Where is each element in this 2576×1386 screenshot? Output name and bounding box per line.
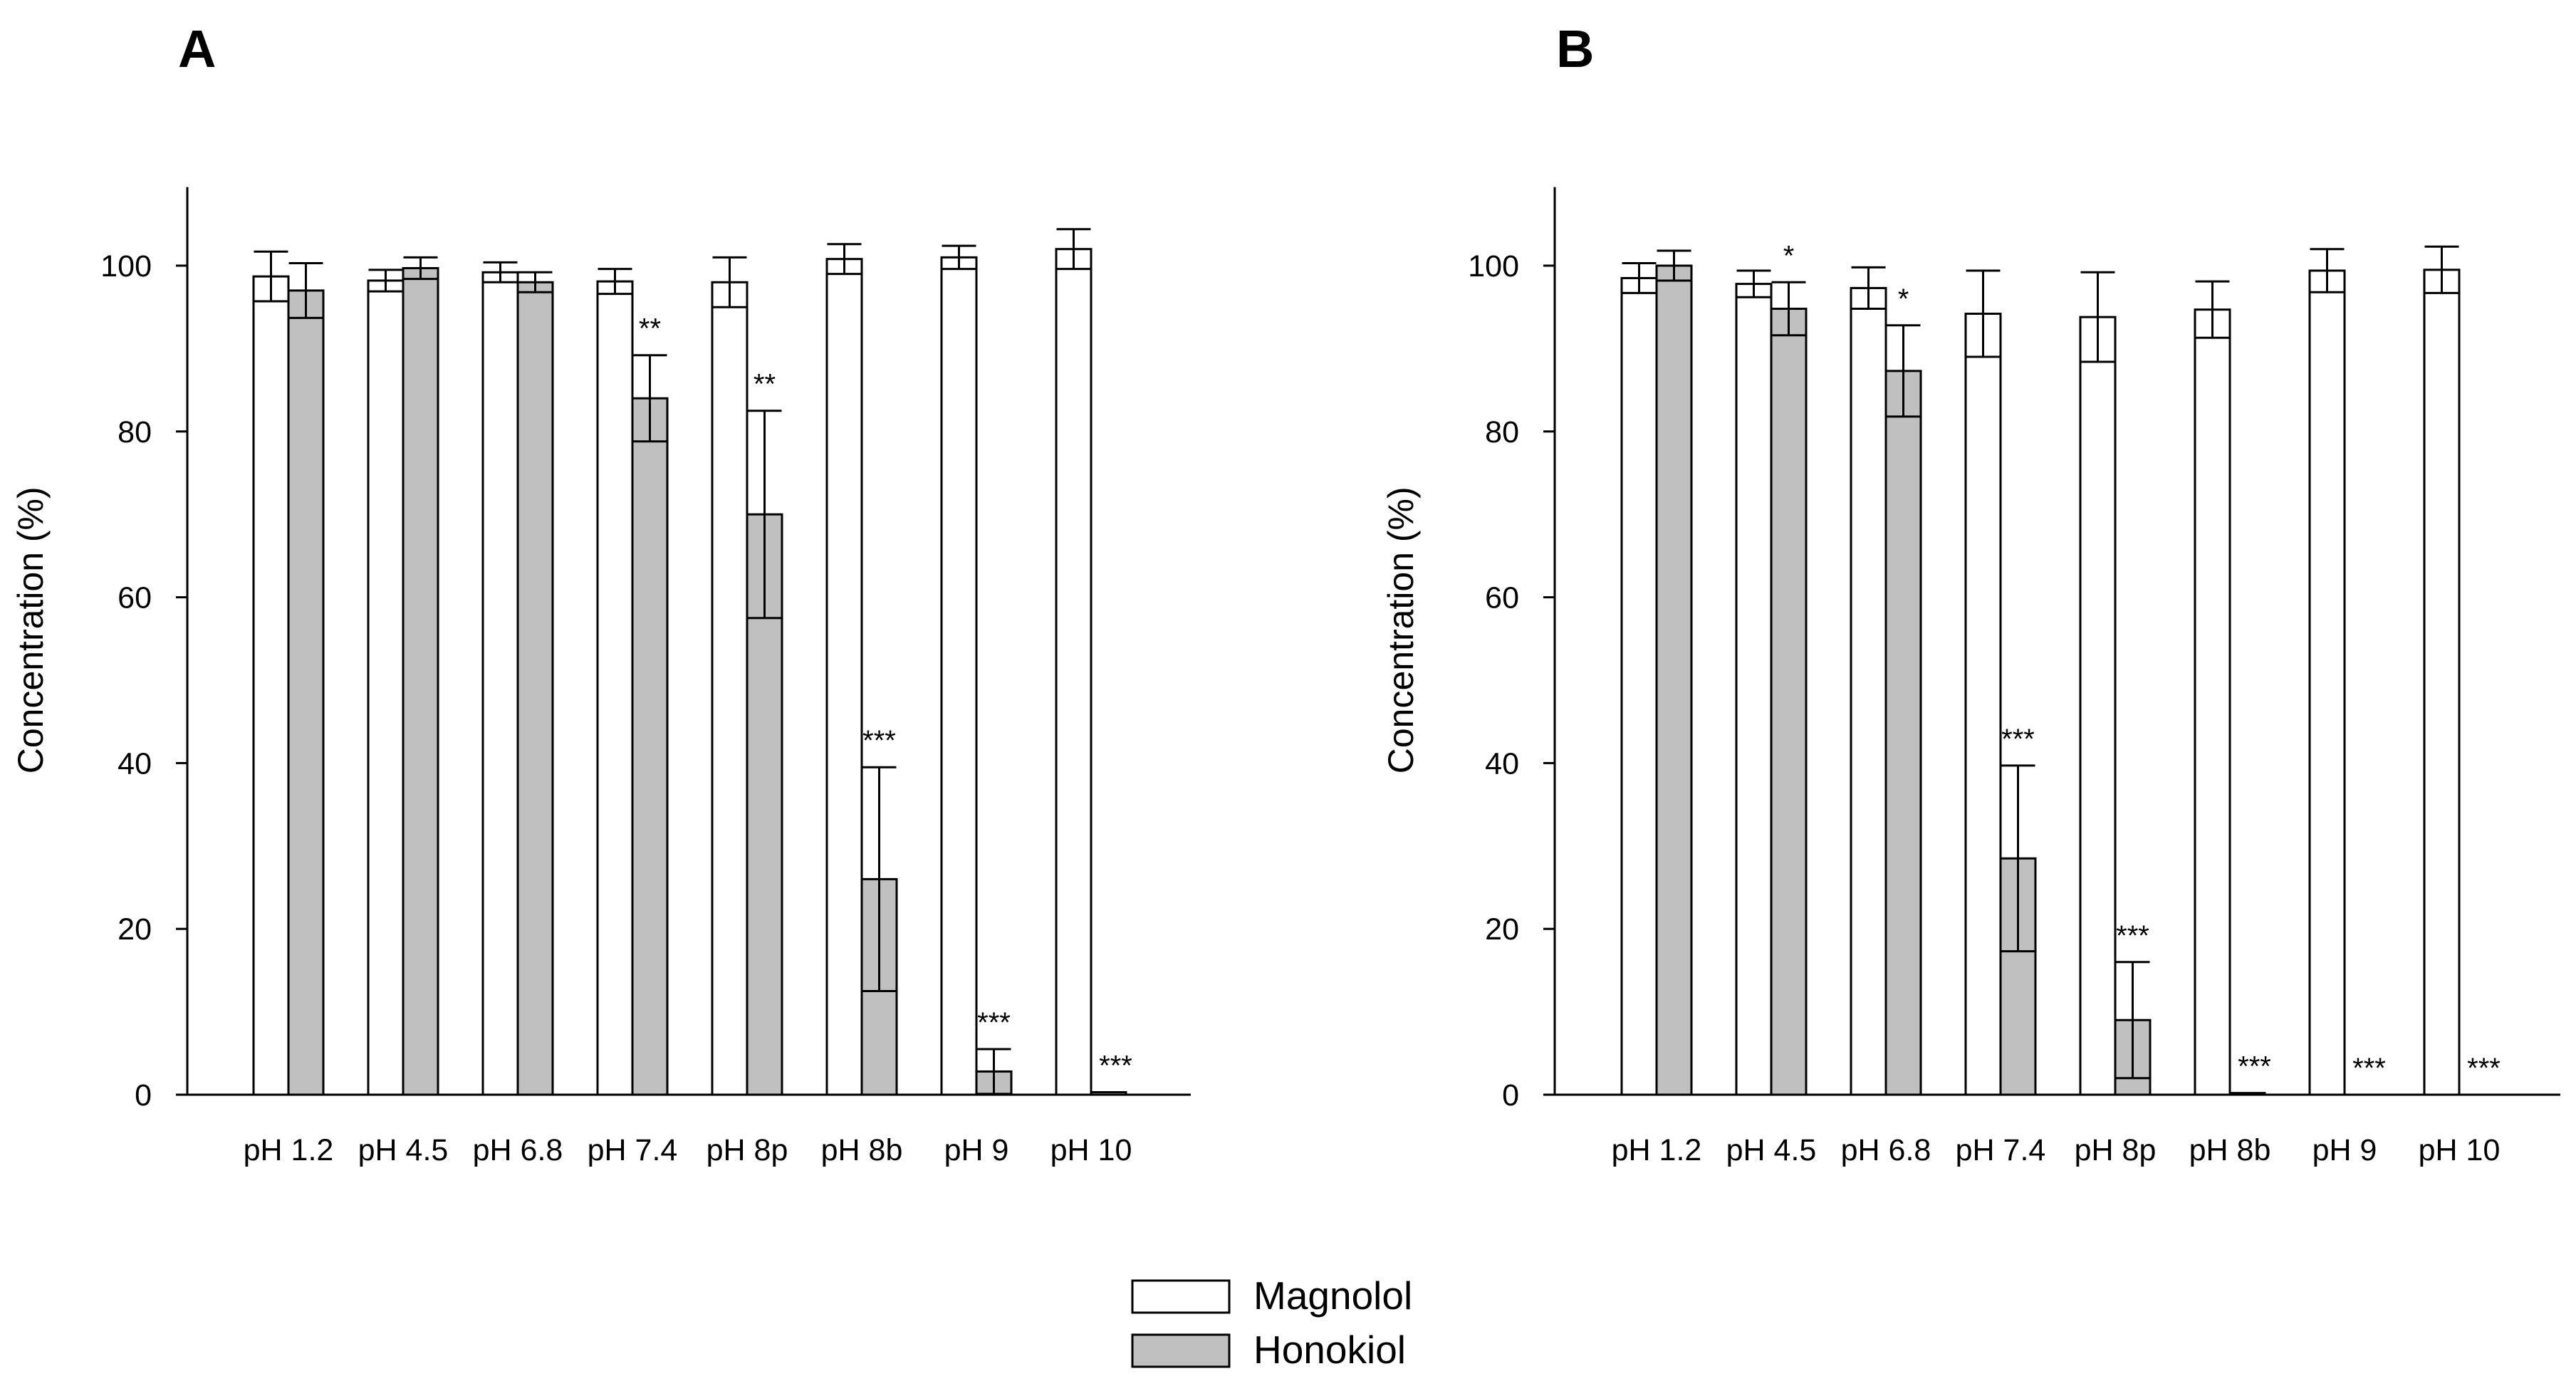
- legend: Magnolol Honokiol: [1131, 1273, 1412, 1372]
- panel-b-bar-honokiol-2: [1884, 370, 1922, 1096]
- panel-b-bar-magnolol-4: [2079, 316, 2117, 1096]
- panel-b-bar-magnolol-7: [2423, 269, 2461, 1096]
- legend-swatch-honokiol: [1131, 1333, 1231, 1368]
- panel-b-bar-honokiol-1: [1770, 308, 1808, 1096]
- panel-b-significance-honokiol-7: ***: [2467, 1053, 2501, 1084]
- panel-a-bar-honokiol-0: [287, 289, 325, 1096]
- panel-b-significance-honokiol-6: ***: [2352, 1053, 2386, 1084]
- panel-b-x-tick-label-7: pH 10: [2419, 1133, 2501, 1167]
- panel-a-bar-magnolol-7: [1055, 248, 1093, 1096]
- panel-b-bar-magnolol-1: [1735, 283, 1773, 1096]
- panel-a-x-tick-label-6: pH 9: [944, 1133, 1009, 1167]
- panel-a-bar-magnolol-6: [940, 256, 978, 1096]
- panel-b-y-tick-label-80: 80: [1485, 415, 1519, 449]
- panel-a-bar-magnolol-3: [596, 280, 634, 1096]
- panel-a-y-tick-label-20: 20: [118, 912, 152, 947]
- panel-b-significance-honokiol-1: *: [1783, 240, 1795, 271]
- panel-a-label: A: [178, 19, 216, 78]
- panel-a-significance-honokiol-7: ***: [1099, 1051, 1132, 1082]
- panel-a-bar-magnolol-2: [481, 271, 519, 1096]
- panel-b-x-tick-label-6: pH 9: [2312, 1133, 2377, 1167]
- panel-a-bar-magnolol-1: [367, 279, 405, 1096]
- panel-a-x-tick-label-7: pH 10: [1050, 1133, 1132, 1167]
- panel-a-y-tick-label-60: 60: [118, 581, 152, 615]
- panel-a-x-tick-label-5: pH 8b: [821, 1133, 903, 1167]
- panel-b-label: B: [1556, 19, 1594, 78]
- panel-b-bar-magnolol-5: [2194, 308, 2231, 1096]
- panel-b-y-axis-title: Concentration (%): [1381, 486, 1421, 773]
- panel-a-significance-honokiol-6: ***: [977, 1007, 1011, 1038]
- panel-a-bar-magnolol-0: [252, 275, 290, 1096]
- legend-label-magnolol: Magnolol: [1253, 1273, 1412, 1318]
- panel-a-y-tick-label-40: 40: [118, 746, 152, 781]
- panel-b-bar-honokiol-0: [1655, 264, 1693, 1096]
- panel-a-x-tick-label-3: pH 7.4: [588, 1133, 678, 1167]
- panel-a: A 0 20 40 60 80 100 Concentration (%) pH 1.2 pH …: [11, 19, 1191, 1167]
- panel-a-bar-honokiol-2: [516, 281, 554, 1096]
- panel-a-x-tick-label-0: pH 1.2: [244, 1133, 334, 1167]
- panel-a-bar-magnolol-4: [711, 281, 749, 1096]
- panel-a-x-tick-label-4: pH 8p: [706, 1133, 788, 1167]
- panel-a-significance-honokiol-3: **: [639, 313, 661, 345]
- panel-b-y-tick-label-0: 0: [1502, 1078, 1519, 1113]
- panel-b-bar-honokiol-5: [2228, 1092, 2266, 1096]
- panel-b-significance-honokiol-2: *: [1898, 283, 1909, 315]
- panel-b-x-tick-label-2: pH 6.8: [1841, 1133, 1931, 1167]
- panel-a-bar-magnolol-5: [825, 258, 863, 1096]
- panel-a-significance-honokiol-5: ***: [862, 725, 896, 756]
- panel-b-bar-magnolol-0: [1620, 276, 1658, 1096]
- panel-b: B 0 20 40 60 80 100 Concentration (%) pH 1.2 * pH…: [1381, 19, 2560, 1167]
- panel-a-bar-honokiol-7: [1090, 1091, 1127, 1096]
- panel-a-y-tick-label-0: 0: [135, 1078, 152, 1113]
- panel-b-bar-magnolol-3: [1964, 313, 2002, 1096]
- panel-a-y-tick-label-80: 80: [118, 415, 152, 449]
- legend-label-honokiol: Honokiol: [1253, 1328, 1406, 1372]
- panel-b-x-tick-label-1: pH 4.5: [1726, 1133, 1817, 1167]
- panel-a-y-tick-label-100: 100: [100, 249, 152, 283]
- panel-b-x-tick-label-4: pH 8p: [2075, 1133, 2157, 1167]
- panel-b-y-tick-label-20: 20: [1485, 912, 1519, 947]
- panel-b-bar-magnolol-2: [1850, 286, 1887, 1096]
- panel-b-x-tick-label-3: pH 7.4: [1956, 1133, 2046, 1167]
- panel-a-x-tick-label-2: pH 6.8: [473, 1133, 563, 1167]
- panel-a-significance-honokiol-4: **: [753, 369, 776, 400]
- panel-b-significance-honokiol-4: ***: [2116, 920, 2149, 952]
- panel-b-y-tick-label-40: 40: [1485, 746, 1519, 781]
- panel-b-bar-magnolol-6: [2308, 269, 2346, 1096]
- panel-b-significance-honokiol-3: ***: [2001, 724, 2035, 755]
- panel-a-bar-honokiol-1: [402, 266, 439, 1096]
- panel-a-bar-honokiol-3: [631, 397, 669, 1096]
- panel-b-significance-honokiol-5: ***: [2238, 1051, 2271, 1083]
- panel-b-y-tick-label-100: 100: [1468, 249, 1519, 283]
- panel-b-x-tick-label-5: pH 8b: [2189, 1133, 2271, 1167]
- panel-a-y-axis-title: Concentration (%): [11, 486, 51, 773]
- panel-b-y-tick-label-60: 60: [1485, 581, 1519, 615]
- legend-swatch-magnolol: [1131, 1279, 1231, 1314]
- panel-a-x-tick-label-1: pH 4.5: [358, 1133, 449, 1167]
- panel-b-x-tick-label-0: pH 1.2: [1612, 1133, 1702, 1167]
